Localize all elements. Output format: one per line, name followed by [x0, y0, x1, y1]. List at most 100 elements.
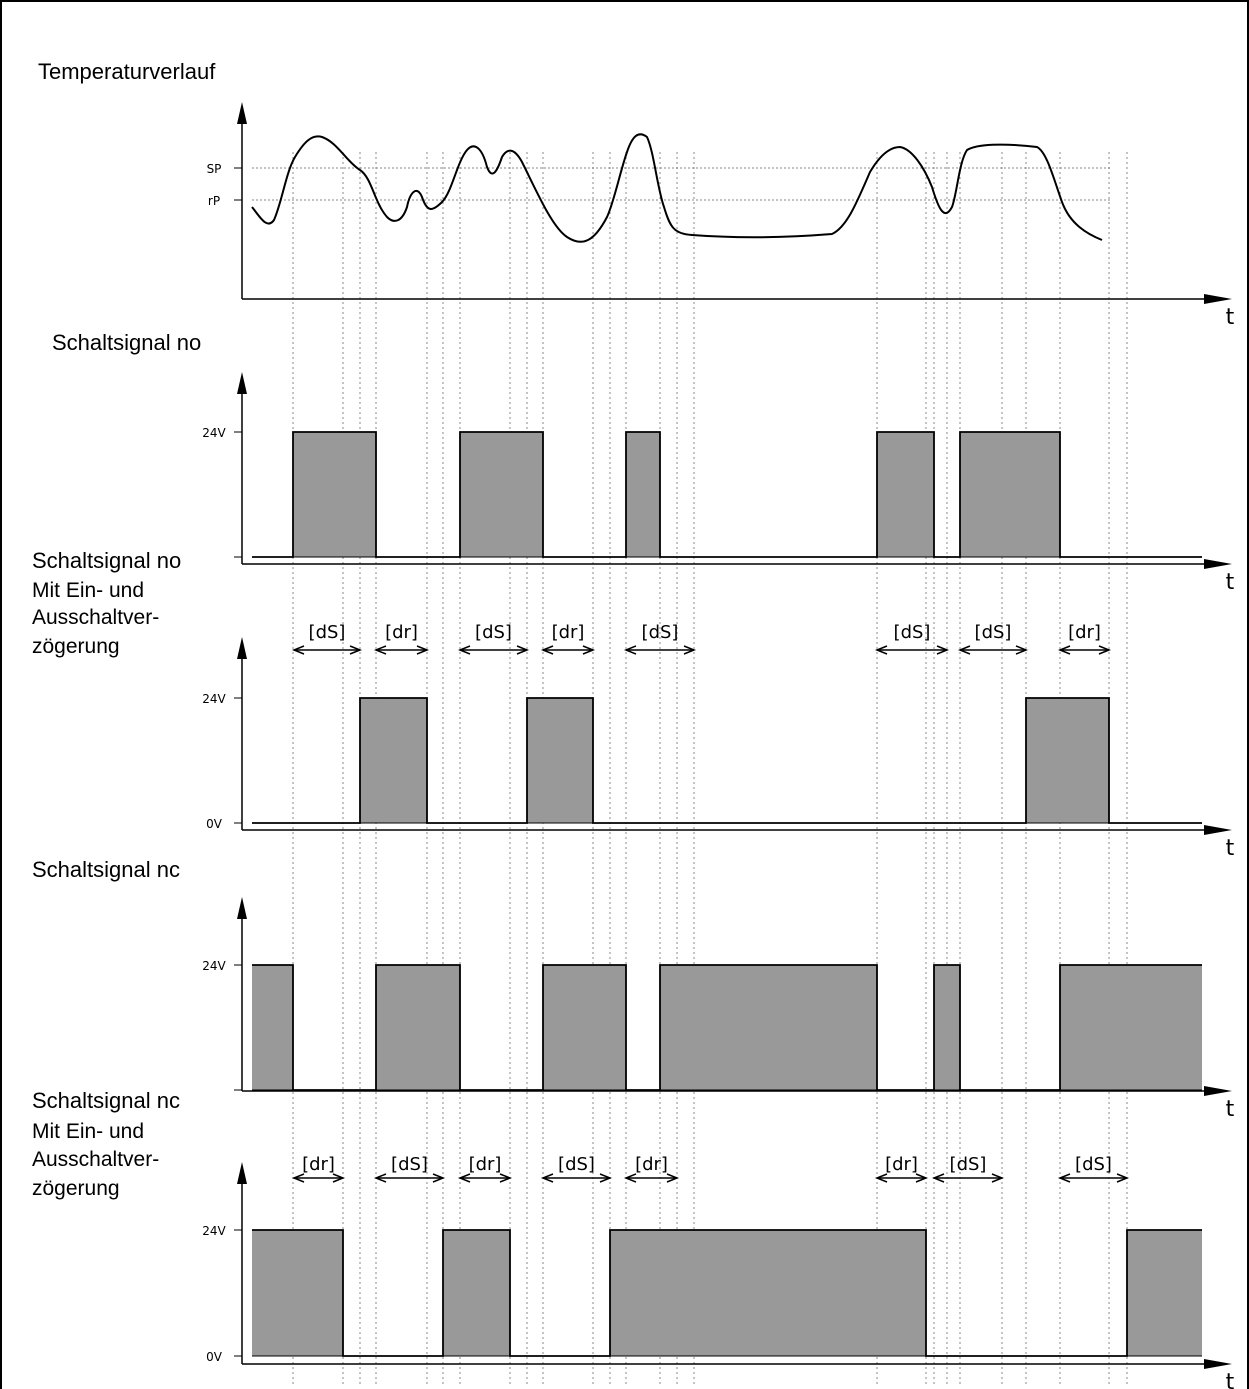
time-label: t	[1226, 1370, 1235, 1389]
time-label: t	[1226, 836, 1235, 861]
delay-label-dr: [dr]	[885, 1154, 918, 1175]
panel-nc	[234, 897, 1232, 1096]
delay-label-dS: [dS]	[475, 622, 512, 643]
delay-arrow-left-head	[931, 1173, 945, 1183]
value-axis-arrow	[237, 372, 247, 394]
delay-arrow-right-head	[1015, 645, 1029, 655]
time-label: t	[1226, 1097, 1235, 1122]
time-axis-arrow	[1204, 559, 1232, 569]
signal-waveform	[252, 431, 1202, 558]
signal-high-area	[527, 698, 593, 823]
signal-high-area	[1026, 698, 1109, 823]
panel-subtitle-nc-delay-2: Ausschaltver-	[32, 1148, 160, 1171]
low-level-label: 0V	[206, 817, 223, 831]
signal-high-area	[293, 432, 376, 557]
panel-title-no-delay: Schaltsignal no	[32, 548, 182, 573]
delay-arrow-right-head	[1098, 645, 1112, 655]
delay-arrow-right-head	[599, 1173, 613, 1183]
delay-label-dS: [dS]	[950, 1154, 987, 1175]
panel-subtitle-no-delay-1: Mit Ein- und	[32, 579, 145, 602]
delay-arrow-right-head	[991, 1173, 1005, 1183]
rp-level-label: rP	[208, 194, 220, 208]
delay-arrow-left-head	[540, 645, 554, 655]
delay-arrow-left-head	[457, 645, 471, 655]
delay-label-dr: [dr]	[469, 1154, 502, 1175]
temperature-graph	[234, 102, 1232, 304]
delay-arrow-left-head	[291, 645, 305, 655]
signal-high-area	[360, 698, 427, 823]
delay-arrow-right-head	[432, 1173, 446, 1183]
delay-label-dS: [dS]	[391, 1154, 428, 1175]
signal-high-area	[1127, 1230, 1202, 1356]
panel-no-delay	[234, 637, 1232, 835]
signal-high-area	[252, 1230, 343, 1356]
time-label: t	[1226, 570, 1235, 595]
value-axis-arrow	[237, 637, 247, 659]
signal-high-area	[376, 965, 460, 1090]
guide-lines	[292, 152, 1128, 1387]
panel-subtitle-nc-delay-1: Mit Ein- und	[32, 1120, 145, 1143]
high-level-label: 24V	[202, 959, 226, 973]
high-level-label: 24V	[202, 1224, 226, 1238]
time-label: t	[1226, 305, 1235, 330]
delay-arrow-right-head	[499, 1173, 513, 1183]
signal-high-area	[960, 432, 1060, 557]
low-level-label: 0V	[206, 1350, 223, 1364]
delay-arrow-left-head	[623, 1173, 637, 1183]
signal-high-area	[460, 432, 543, 557]
panel-subtitle-no-delay-2: Ausschaltver-	[32, 606, 160, 629]
signal-high-area	[626, 432, 660, 557]
panel-no	[234, 372, 1232, 569]
time-axis-arrow	[1204, 825, 1232, 835]
delay-arrow-left-head	[540, 1173, 554, 1183]
delay-arrow-left-head	[874, 645, 888, 655]
delay-label-dr: [dr]	[302, 1154, 335, 1175]
delay-markers-no-delay	[291, 645, 1112, 655]
delay-arrow-left-head	[291, 1173, 305, 1183]
delay-arrow-left-head	[373, 1173, 387, 1183]
high-level-label: 24V	[202, 692, 226, 706]
delay-label-dr: [dr]	[552, 622, 585, 643]
delay-arrow-right-head	[416, 645, 430, 655]
delay-markers-nc-delay	[291, 1173, 1130, 1183]
time-axis-arrow	[1204, 1086, 1232, 1096]
delay-arrow-right-head	[582, 645, 596, 655]
delay-arrow-right-head	[332, 1173, 346, 1183]
temperature-title: Temperaturverlauf	[38, 59, 216, 84]
panel-nc-delay	[234, 1162, 1232, 1369]
delay-arrow-right-head	[936, 645, 950, 655]
time-axis-arrow	[1204, 1359, 1232, 1369]
delay-arrow-right-head	[1116, 1173, 1130, 1183]
delay-label-dr: [dr]	[385, 622, 418, 643]
signal-high-area	[543, 965, 626, 1090]
high-level-label: 24V	[202, 426, 226, 440]
signal-high-area	[252, 965, 293, 1090]
signal-high-area	[660, 965, 877, 1090]
delay-label-dS: [dS]	[558, 1154, 595, 1175]
time-axis-arrow	[1204, 294, 1232, 304]
signal-high-area	[443, 1230, 510, 1356]
value-axis-arrow	[237, 1162, 247, 1184]
delay-arrow-left-head	[957, 645, 971, 655]
delay-arrow-right-head	[683, 645, 697, 655]
signal-waveform	[252, 697, 1202, 824]
delay-arrow-right-head	[666, 1173, 680, 1183]
delay-label-dS: [dS]	[1075, 1154, 1112, 1175]
signal-high-area	[610, 1230, 926, 1356]
signal-high-area	[934, 965, 960, 1090]
panel-subtitle-nc-delay-3: zögerung	[32, 1177, 120, 1200]
delay-label-dS: [dS]	[975, 622, 1012, 643]
delay-arrow-left-head	[457, 1173, 471, 1183]
delay-label-dS: [dS]	[309, 622, 346, 643]
delay-arrow-left-head	[623, 645, 637, 655]
delay-arrow-left-head	[874, 1173, 888, 1183]
delay-arrow-left-head	[1057, 645, 1071, 655]
delay-label-dS: [dS]	[642, 622, 679, 643]
value-axis-arrow	[237, 897, 247, 919]
delay-arrow-right-head	[915, 1173, 929, 1183]
delay-label-dS: [dS]	[894, 622, 931, 643]
signal-high-area	[877, 432, 934, 557]
delay-arrow-right-head	[349, 645, 363, 655]
